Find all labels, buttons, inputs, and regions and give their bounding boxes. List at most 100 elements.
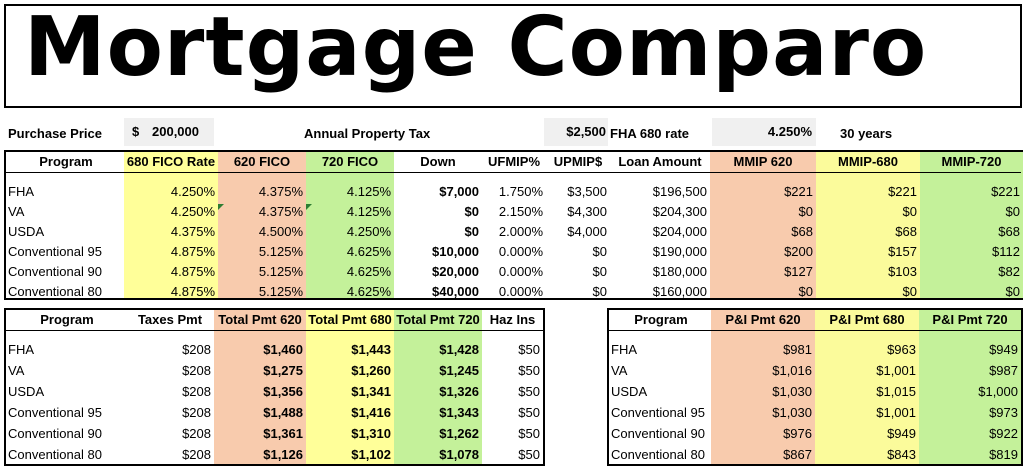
table-cell[interactable]: $1,488 [263,405,303,420]
table-cell[interactable]: 4.125% [346,184,391,199]
table-cell[interactable]: $1,356 [263,384,303,399]
program-name-cell[interactable]: VA [611,363,628,378]
table-cell[interactable]: $0 [1005,204,1020,219]
table-cell[interactable]: $1,310 [351,426,391,441]
table-cell[interactable]: $190,000 [652,244,707,259]
table-cell[interactable]: $1,016 [772,363,812,378]
table-cell[interactable]: 4.375% [258,204,303,219]
table-cell[interactable]: $949 [887,426,916,441]
program-name-cell[interactable]: FHA [8,342,34,357]
table-cell[interactable]: $204,000 [652,224,707,239]
table-cell[interactable]: $1,015 [876,384,916,399]
table-cell[interactable]: $1,001 [876,363,916,378]
table-cell[interactable]: $221 [991,184,1020,199]
table-cell[interactable]: $68 [895,224,917,239]
program-name-cell[interactable]: USDA [611,384,648,399]
table-cell[interactable]: $68 [791,224,813,239]
table-cell[interactable]: 5.125% [258,284,303,299]
tax-value[interactable]: $2,500 [544,118,608,146]
table-cell[interactable]: $50 [518,426,540,441]
table-cell[interactable]: $1,102 [351,447,391,462]
table-cell[interactable]: $1,460 [263,342,303,357]
table-cell[interactable]: $20,000 [432,264,479,279]
table-cell[interactable]: $0 [1005,284,1020,299]
table-cell[interactable]: 4.875% [170,284,215,299]
table-cell[interactable]: $221 [888,184,917,199]
table-cell[interactable]: $1,341 [351,384,391,399]
table-cell[interactable]: $0 [902,204,917,219]
table-cell[interactable]: $1,416 [351,405,391,420]
table-cell[interactable]: $0 [798,204,813,219]
table-cell[interactable]: 4.125% [346,204,391,219]
table-cell[interactable]: $1,030 [772,405,812,420]
program-name-cell[interactable]: Conventional 95 [611,405,705,420]
table-cell[interactable]: $0 [592,264,607,279]
table-cell[interactable]: $1,126 [263,447,303,462]
program-name-cell[interactable]: Conventional 90 [8,264,102,279]
program-name-cell[interactable]: Conventional 95 [8,244,102,259]
table-cell[interactable]: $200 [784,244,813,259]
table-cell[interactable]: $0 [592,244,607,259]
table-cell[interactable]: $1,260 [351,363,391,378]
table-cell[interactable]: $160,000 [652,284,707,299]
table-cell[interactable]: 2.000% [498,224,543,239]
table-cell[interactable]: $0 [464,204,479,219]
table-cell[interactable]: $867 [783,447,812,462]
table-cell[interactable]: $127 [784,264,813,279]
table-cell[interactable]: 2.150% [498,204,543,219]
program-name-cell[interactable]: VA [8,363,25,378]
program-name-cell[interactable]: Conventional 90 [8,426,102,441]
table-cell[interactable]: 4.375% [170,224,215,239]
rate-value[interactable]: 4.250% [712,118,816,146]
table-cell[interactable]: $196,500 [652,184,707,199]
table-cell[interactable]: $1,361 [263,426,303,441]
table-cell[interactable]: $208 [182,363,211,378]
table-cell[interactable]: $843 [887,447,916,462]
table-cell[interactable]: $1,326 [439,384,479,399]
table-cell[interactable]: $922 [989,426,1018,441]
table-cell[interactable]: 5.125% [258,264,303,279]
table-cell[interactable]: $1,443 [351,342,391,357]
table-cell[interactable]: $3,500 [567,184,607,199]
program-name-cell[interactable]: FHA [611,342,637,357]
table-cell[interactable]: $103 [888,264,917,279]
table-cell[interactable]: $0 [902,284,917,299]
table-cell[interactable]: $68 [998,224,1020,239]
table-cell[interactable]: 4.500% [258,224,303,239]
table-cell[interactable]: $0 [798,284,813,299]
program-name-cell[interactable]: Conventional 80 [611,447,705,462]
program-name-cell[interactable]: FHA [8,184,34,199]
table-cell[interactable]: 4.375% [258,184,303,199]
table-cell[interactable]: $0 [464,224,479,239]
table-cell[interactable]: $208 [182,426,211,441]
table-cell[interactable]: $1,428 [439,342,479,357]
table-cell[interactable]: 4.625% [346,264,391,279]
table-cell[interactable]: 1.750% [498,184,543,199]
table-cell[interactable]: 4.625% [346,284,391,299]
table-cell[interactable]: $1,030 [772,384,812,399]
table-cell[interactable]: $50 [518,363,540,378]
program-name-cell[interactable]: USDA [8,224,45,239]
table-cell[interactable]: $204,300 [652,204,707,219]
purchase-price-cell[interactable]: $ 200,000 [124,118,214,146]
table-cell[interactable]: $50 [518,405,540,420]
table-cell[interactable]: $40,000 [432,284,479,299]
table-cell[interactable]: $1,262 [439,426,479,441]
table-cell[interactable]: $180,000 [652,264,707,279]
table-cell[interactable]: $208 [182,447,211,462]
program-name-cell[interactable]: Conventional 95 [8,405,102,420]
table-cell[interactable]: 4.875% [170,264,215,279]
table-cell[interactable]: 5.125% [258,244,303,259]
table-cell[interactable]: $1,275 [263,363,303,378]
table-cell[interactable]: $50 [518,342,540,357]
program-name-cell[interactable]: Conventional 80 [8,284,102,299]
table-cell[interactable]: $1,245 [439,363,479,378]
table-cell[interactable]: 0.000% [498,264,543,279]
table-cell[interactable]: $976 [783,426,812,441]
table-cell[interactable]: 4.625% [346,244,391,259]
table-cell[interactable]: $1,001 [876,405,916,420]
table-cell[interactable]: $949 [989,342,1018,357]
table-cell[interactable]: 4.250% [346,224,391,239]
table-cell[interactable]: $1,000 [978,384,1018,399]
table-cell[interactable]: $4,000 [567,224,607,239]
